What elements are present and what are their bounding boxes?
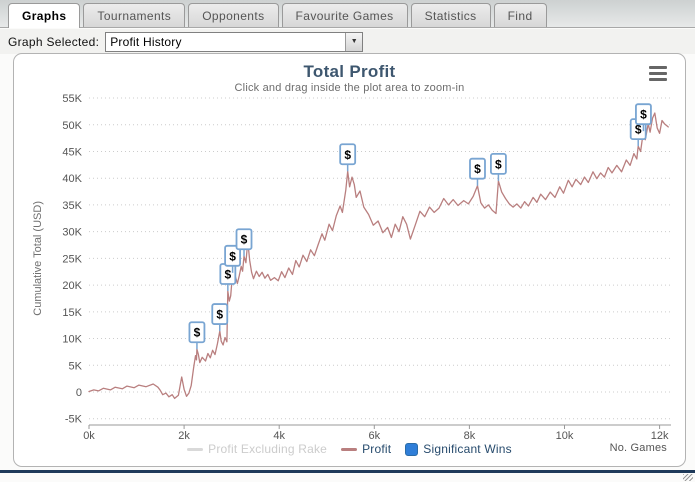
chart-context-menu-icon[interactable] [647, 65, 669, 82]
x-tick-label: 12k [651, 430, 669, 442]
significant-win-markers: $$$$$$$ $$$ [188, 103, 652, 350]
significant-win-marker[interactable]: $ [211, 303, 229, 332]
y-axis: -5K 0 5K 10K 15K 20K 25K 30K 35K 40K 45K 50K 55K Cumu… [32, 93, 83, 426]
y-tick-label: 50K [62, 120, 82, 132]
x-axis-title: No. Games [609, 442, 667, 454]
x-axis: 0k 2k 4k 6k 8k 10k 12k [83, 424, 671, 442]
chart-title: Total Profit [303, 62, 396, 81]
y-tick-label: 0 [76, 387, 82, 399]
graph-selected-label: Graph Selected: [8, 34, 100, 49]
x-tick-label: 6k [368, 430, 380, 442]
y-axis-title: Cumulative Total (USD) [32, 201, 44, 316]
resize-grip-icon[interactable] [683, 474, 693, 481]
dollar-icon: $ [344, 148, 351, 162]
legend-label: Profit Excluding Rake [208, 442, 328, 456]
y-tick-label: 25K [62, 253, 82, 265]
x-tick-label: 8k [464, 430, 476, 442]
legend-item-profit[interactable]: Profit [341, 442, 391, 456]
profit-line [88, 112, 669, 400]
significant-win-marker[interactable]: $ [469, 157, 486, 186]
x-tick-label: 0k [83, 430, 95, 442]
y-tick-label: 5K [69, 360, 83, 372]
chart-panel: 0k 2k 4k 6k 8k 10k 12k -5K 0 5K 10K 15K 20K 25K 30K 35K… [13, 53, 686, 467]
x-tick-label: 10k [556, 430, 574, 442]
dollar-icon: $ [495, 157, 502, 171]
legend-swatch-significant-wins [405, 442, 419, 456]
y-tick-label: 40K [62, 173, 82, 185]
bottom-bar [0, 470, 695, 473]
significant-win-marker[interactable]: $ [339, 143, 357, 172]
tab-graphs[interactable]: Graphs [8, 3, 81, 28]
tab-bar: Graphs Tournaments Opponents Favourite Game… [0, 0, 695, 28]
graph-selected-dropdown[interactable]: Profit History ▼ [105, 31, 364, 52]
x-tick-label: 2k [178, 430, 190, 442]
y-tick-label: 10K [62, 334, 82, 346]
legend-item-significant-wins[interactable]: Significant Wins [405, 442, 512, 456]
tab-favourite-games[interactable]: Favourite Games [281, 3, 408, 27]
tab-find[interactable]: Find [493, 3, 547, 27]
legend-item-profit-excluding-rake[interactable]: Profit Excluding Rake [187, 442, 327, 456]
legend-swatch-profit [341, 447, 358, 451]
legend-label: Profit [362, 442, 392, 456]
graph-selected-value: Profit History [110, 34, 182, 49]
y-gridlines [89, 97, 671, 420]
y-tick-label: -5K [65, 414, 83, 426]
legend-label: Significant Wins [423, 442, 512, 456]
graph-selector-row: Graph Selected: Profit History ▼ [0, 29, 695, 54]
dropdown-arrow-icon[interactable]: ▼ [345, 32, 363, 51]
y-tick-label: 55K [62, 93, 82, 105]
dollar-icon: $ [635, 123, 642, 137]
significant-win-marker[interactable]: $ [490, 152, 507, 181]
significant-win-marker[interactable]: $ [188, 321, 206, 350]
dollar-icon: $ [640, 108, 647, 122]
dollar-icon: $ [474, 162, 481, 176]
y-tick-label: 15K [62, 307, 82, 319]
y-tick-label: 20K [62, 280, 82, 292]
dollar-icon: $ [241, 233, 248, 247]
dollar-icon: $ [216, 308, 223, 322]
chart-legend: Profit Excluding Rake Profit Significant W… [14, 440, 685, 458]
significant-win-marker[interactable]: $ [635, 103, 652, 132]
tab-opponents[interactable]: Opponents [188, 3, 279, 27]
tab-statistics[interactable]: Statistics [410, 3, 491, 27]
chart-subtitle: Click and drag inside the plot area to z… [234, 82, 465, 94]
x-tick-label: 4k [273, 430, 285, 442]
dollar-icon: $ [225, 267, 232, 281]
dollar-icon: $ [194, 326, 201, 340]
significant-win-marker[interactable]: $ [224, 244, 242, 273]
significant-win-marker[interactable]: $ [219, 263, 237, 291]
tab-tournaments[interactable]: Tournaments [83, 3, 186, 27]
y-tick-label: 35K [62, 200, 82, 212]
legend-swatch-profit-excluding-rake [187, 447, 204, 451]
y-tick-label: 45K [62, 146, 82, 158]
significant-win-marker[interactable]: $ [235, 228, 253, 257]
profit-chart-plot-area[interactable]: 0k 2k 4k 6k 8k 10k 12k -5K 0 5K 10K 15K 20K 25K 30K 35K… [14, 54, 685, 466]
dollar-icon: $ [229, 249, 236, 263]
y-tick-label: 30K [62, 227, 82, 239]
